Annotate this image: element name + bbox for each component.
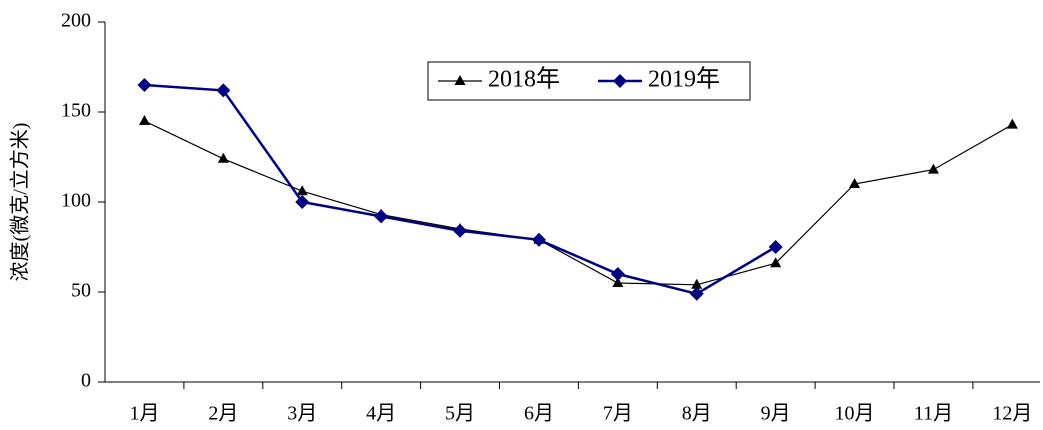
x-tick-label: 4月 [366,403,396,425]
marker [849,178,861,188]
y-tick-label: 200 [61,10,91,32]
legend-label: 2018年 [488,66,560,93]
marker [295,195,310,209]
x-tick-label: 6月 [524,403,554,425]
marker [770,257,782,268]
marker [612,277,624,287]
y-tick-label: 100 [61,190,91,212]
x-tick-label: 9月 [761,403,791,425]
y-tick-label: 0 [81,370,91,392]
y-tick-label: 150 [61,100,91,122]
marker [531,232,546,247]
marker [453,223,468,238]
marker [689,286,704,301]
x-tick-label: 5月 [445,403,475,425]
x-tick-label: 8月 [682,403,712,425]
x-tick-label: 7月 [603,403,633,425]
marker [1006,118,1018,129]
x-tick-label: 3月 [287,403,317,425]
legend-marker [454,75,466,85]
marker [217,152,229,163]
x-tick-label: 12月 [992,403,1032,425]
legend-marker [613,74,627,88]
marker [768,240,783,254]
y-axis-label: 浓度(微克/立方米) [9,123,32,282]
marker [610,267,625,281]
x-tick-label: 1月 [129,403,159,425]
y-tick-label: 50 [71,280,91,302]
marker [137,78,152,92]
marker [927,163,939,174]
x-tick-label: 2月 [208,403,238,425]
marker [374,209,389,224]
marker [296,185,308,196]
x-tick-label: 10月 [835,403,875,425]
series-line [144,120,1013,286]
marker [138,115,150,125]
marker [691,278,703,289]
x-tick-label: 11月 [914,403,953,425]
series-line [144,83,777,296]
marker [216,83,231,98]
legend-label: 2019年 [648,66,720,93]
